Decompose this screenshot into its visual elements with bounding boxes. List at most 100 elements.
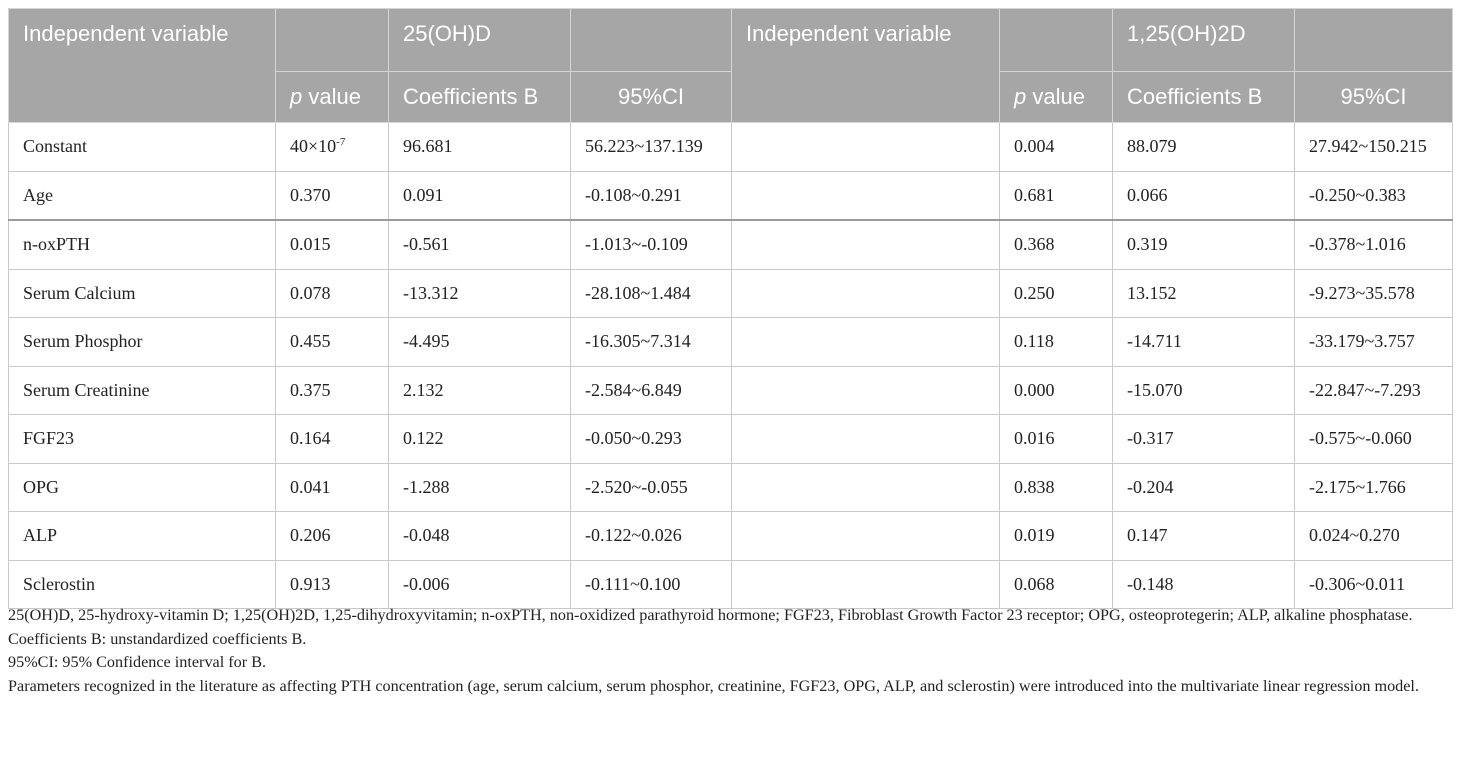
p-value-125oh2d: 0.019 [999,511,1113,561]
ci-25ohd: -2.584~6.849 [570,365,732,415]
footnote: 25(OH)D, 25-hydroxy-vitamin D; 1,25(OH)2… [8,606,1413,624]
row-label-right [731,219,1000,270]
coefficient-25ohd: -13.312 [388,268,571,318]
coefficient-25ohd: 0.091 [388,170,571,221]
header-group-125oh2d: 1,25(OH)2D [1112,8,1295,72]
coefficient-25ohd: 96.681 [388,122,571,172]
header-group-25ohd: 25(OH)D [388,8,571,72]
table-row: ALP 0.206 -0.048 -0.122~0.026 0.019 0.147 0.02… [8,511,1453,561]
p-value-25ohd: 0.041 [275,462,389,512]
table-footnotes: 25(OH)D, 25-hydroxy-vitamin D; 1,25(OH)2… [8,604,1452,698]
row-label-right [731,268,1000,318]
ci-25ohd: -28.108~1.484 [570,268,732,318]
header-ci-left: 95%CI [570,71,732,123]
footnote: Parameters recognized in the literature … [8,676,1419,695]
p-value-125oh2d: 0.838 [999,462,1113,512]
ci-125oh2d: -0.575~-0.060 [1294,414,1453,464]
p-value-25ohd: 40×10-7 [275,122,389,172]
ci-25ohd: -0.111~0.100 [570,559,732,609]
row-label-right [731,365,1000,415]
p-value-25ohd: 0.370 [275,170,389,221]
ci-25ohd: 56.223~137.139 [570,122,732,172]
ci-125oh2d: -2.175~1.766 [1294,462,1453,512]
header-empty-cell [570,8,732,72]
ci-25ohd: -0.050~0.293 [570,414,732,464]
coefficient-125oh2d: -0.148 [1112,559,1295,609]
row-label: OPG [8,462,276,512]
header-coefficients-left: Coefficients B [388,71,571,123]
row-label: FGF23 [8,414,276,464]
row-label-right [731,317,1000,367]
ci-125oh2d: -0.306~0.011 [1294,559,1453,609]
p-value-25ohd: 0.015 [275,219,389,270]
row-label: Serum Phosphor [8,317,276,367]
p-value-25ohd: 0.206 [275,511,389,561]
ci-125oh2d: -9.273~35.578 [1294,268,1453,318]
table-row: Sclerostin 0.913 -0.006 -0.111~0.100 0.068 -0… [8,559,1453,609]
p-value-125oh2d: 0.118 [999,317,1113,367]
header-independent-variable-right: Independent variable [731,8,1000,123]
p-value-125oh2d: 0.368 [999,219,1113,270]
table-row: n-oxPTH 0.015 -0.561 -1.013~-0.109 0.368 0.31… [8,219,1453,270]
table-body: Constant 40×10-7 96.681 56.223~137.139 0.004… [8,122,1453,609]
ci-25ohd: -0.108~0.291 [570,170,732,221]
row-label: ALP [8,511,276,561]
header-independent-variable-left: Independent variable [8,8,276,123]
row-label-right [731,559,1000,609]
header-empty-cell [275,8,389,72]
coefficient-125oh2d: -15.070 [1112,365,1295,415]
p-value-25ohd: 0.913 [275,559,389,609]
coefficient-125oh2d: 0.147 [1112,511,1295,561]
row-label: n-oxPTH [8,219,276,270]
coefficient-25ohd: -4.495 [388,317,571,367]
table-row: FGF23 0.164 0.122 -0.050~0.293 0.016 -0.317 -0… [8,414,1453,464]
header-p-value-right: p value [999,71,1113,123]
coefficient-25ohd: 0.122 [388,414,571,464]
header-row-columns: p value Coefficients B 95%CI p value Coe… [9,71,1453,123]
coefficient-125oh2d: 88.079 [1112,122,1295,172]
coefficient-125oh2d: -14.711 [1112,317,1295,367]
ci-125oh2d: -0.378~1.016 [1294,219,1453,270]
ci-25ohd: -16.305~7.314 [570,317,732,367]
header-row-groups: Independent variable 25(OH)D Independent… [8,8,1453,123]
ci-125oh2d: -33.179~3.757 [1294,317,1453,367]
row-label: Constant [8,122,276,172]
table-row: Age 0.370 0.091 -0.108~0.291 0.681 0.066 -0.25… [8,170,1453,221]
row-label-right [731,414,1000,464]
row-label-right [731,170,1000,221]
header-empty-cell [999,8,1113,72]
coefficient-25ohd: -0.048 [388,511,571,561]
ci-125oh2d: -0.250~0.383 [1294,170,1453,221]
coefficient-125oh2d: 0.319 [1112,219,1295,270]
row-label: Sclerostin [8,559,276,609]
p-value-125oh2d: 0.068 [999,559,1113,609]
table-row: Serum Creatinine 0.375 2.132 -2.584~6.849 0.… [8,365,1453,415]
row-label-right [731,511,1000,561]
p-value-125oh2d: 0.000 [999,365,1113,415]
row-label: Serum Creatinine [8,365,276,415]
p-value-125oh2d: 0.004 [999,122,1113,172]
p-value-25ohd: 0.375 [275,365,389,415]
p-value-exponent: -7 [336,136,346,149]
p-value-25ohd: 0.164 [275,414,389,464]
ci-25ohd: -2.520~-0.055 [570,462,732,512]
header-ci-right: 95%CI [1294,71,1453,123]
header-empty-cell [1294,8,1453,72]
p-value-125oh2d: 0.016 [999,414,1113,464]
p-value-25ohd: 0.455 [275,317,389,367]
coefficient-125oh2d: -0.204 [1112,462,1295,512]
footnote: Coefficients B: unstandardized coefficie… [8,629,307,648]
row-label-right [731,462,1000,512]
header-p-value-left: p value [275,71,389,123]
table-row: Serum Calcium 0.078 -13.312 -28.108~1.484 0.… [8,268,1453,318]
table-row: Constant 40×10-7 96.681 56.223~137.139 0.004… [8,122,1453,172]
ci-125oh2d: 0.024~0.270 [1294,511,1453,561]
coefficient-25ohd: -0.006 [388,559,571,609]
p-value-125oh2d: 0.250 [999,268,1113,318]
ci-25ohd: -1.013~-0.109 [570,219,732,270]
row-label: Serum Calcium [8,268,276,318]
coefficient-125oh2d: -0.317 [1112,414,1295,464]
p-value-25ohd: 0.078 [275,268,389,318]
regression-table: Independent variable 25(OH)D Independent… [8,8,1453,609]
row-label: Age [8,170,276,221]
